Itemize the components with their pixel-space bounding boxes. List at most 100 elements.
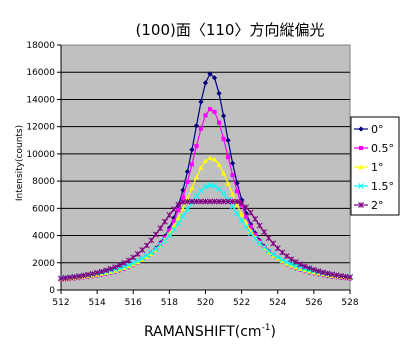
data-point	[139, 257, 145, 262]
y-tick-label: 18000	[26, 41, 55, 51]
data-point	[283, 253, 290, 260]
data-point	[189, 185, 195, 190]
y-tick-label: 8000	[32, 177, 55, 187]
data-point	[144, 254, 150, 259]
legend: 0° 0.5° 1° 1.5° 2°	[350, 116, 400, 216]
data-point	[229, 191, 236, 197]
x-tick-label: 522	[233, 298, 250, 308]
data-point	[125, 257, 132, 264]
data-point	[216, 185, 223, 192]
legend-box	[350, 116, 400, 216]
data-point	[103, 267, 110, 274]
data-point	[98, 268, 105, 275]
data-point	[225, 155, 231, 160]
data-point	[139, 247, 146, 253]
data-point	[121, 265, 127, 271]
data-point	[279, 249, 286, 256]
legend-swatch-marker	[358, 145, 364, 151]
data-point	[89, 270, 96, 277]
data-point	[193, 193, 200, 199]
data-point	[193, 198, 200, 205]
data-point	[279, 256, 286, 263]
data-point	[229, 160, 236, 166]
data-point	[315, 268, 322, 275]
data-point	[207, 198, 213, 205]
data-point	[256, 240, 263, 247]
data-point	[134, 257, 141, 264]
data-point	[256, 222, 263, 229]
legend-label: 0°	[371, 123, 384, 136]
data-point	[180, 206, 186, 211]
data-point	[297, 266, 303, 271]
data-point	[94, 269, 101, 276]
data-point	[216, 162, 222, 167]
data-point	[198, 198, 204, 205]
data-point	[202, 158, 209, 164]
data-point	[211, 198, 218, 205]
data-point	[244, 214, 249, 220]
data-point	[265, 248, 272, 255]
x-tick-label: 514	[89, 298, 106, 308]
data-point	[198, 165, 204, 170]
x-axis-label-sup: -1	[262, 323, 271, 333]
y-tick-label: 4000	[32, 232, 55, 242]
data-point	[216, 198, 223, 205]
x-axis-label-main: RAMANSHIFT(cm	[144, 324, 262, 340]
data-point	[193, 174, 200, 180]
data-point	[284, 261, 290, 266]
plot-area	[60, 44, 351, 291]
data-point	[306, 265, 313, 272]
x-axis-label: RAMANSHIFT(cm-1)	[144, 323, 276, 340]
data-point	[202, 80, 209, 86]
data-point	[184, 198, 191, 205]
legend-label: 1°	[371, 161, 384, 174]
data-point	[234, 210, 241, 217]
data-point	[130, 254, 137, 261]
data-point	[216, 120, 222, 125]
data-point	[306, 268, 312, 274]
data-point	[235, 189, 240, 194]
data-point	[85, 271, 92, 278]
data-point	[220, 113, 227, 119]
x-tick-label: 520	[197, 298, 214, 308]
legend-label: 2°	[371, 199, 384, 212]
data-point	[252, 216, 259, 222]
data-point	[143, 242, 150, 249]
data-point	[108, 269, 114, 274]
data-point	[126, 263, 132, 269]
data-point	[229, 198, 236, 205]
data-point	[274, 254, 281, 261]
data-point	[279, 258, 285, 264]
data-point	[243, 224, 250, 231]
data-point	[234, 198, 241, 205]
data-point	[220, 170, 227, 176]
data-point	[189, 162, 195, 167]
data-point	[333, 272, 340, 279]
data-point	[130, 261, 136, 267]
axes: 0 2000 4000 6000 8000 10000 12000 14000 16000 180…	[26, 41, 358, 308]
x-tick-label: 524	[269, 298, 286, 308]
data-point	[238, 217, 245, 224]
data-point	[107, 265, 114, 272]
data-point	[167, 228, 172, 233]
data-point	[184, 168, 191, 175]
data-point	[202, 198, 209, 205]
data-point	[211, 75, 218, 81]
data-point	[202, 183, 209, 190]
data-point	[243, 204, 250, 211]
data-point	[225, 198, 232, 205]
x-tick-label: 526	[305, 298, 322, 308]
data-point	[328, 271, 335, 278]
data-point	[188, 198, 195, 205]
data-point	[324, 270, 331, 277]
data-point	[229, 203, 236, 210]
data-point	[270, 251, 277, 258]
data-point	[121, 260, 128, 266]
data-point	[207, 107, 213, 112]
data-point	[170, 226, 177, 233]
y-tick-label: 10000	[26, 150, 55, 160]
data-point	[211, 182, 218, 189]
data-point	[225, 137, 231, 143]
data-point	[112, 264, 119, 271]
